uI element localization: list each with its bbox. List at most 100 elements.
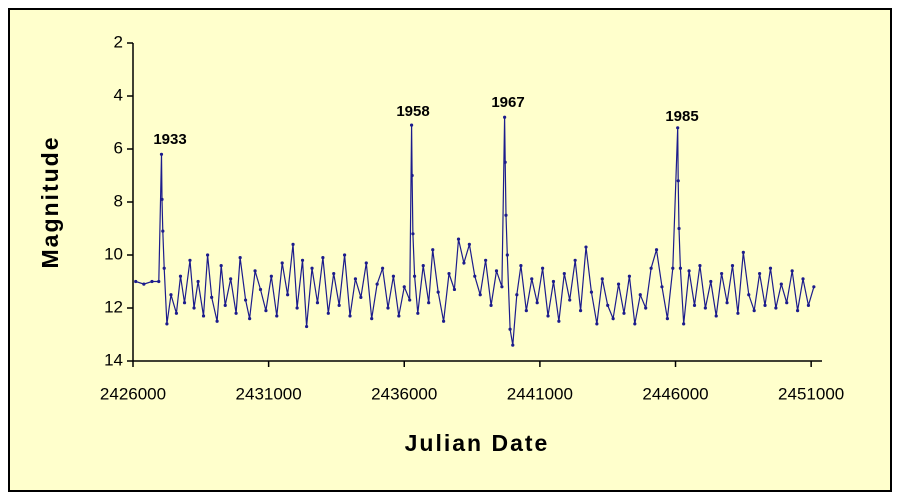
data-point (291, 242, 295, 246)
data-point (258, 287, 263, 292)
data-point (467, 242, 471, 246)
data-point (720, 271, 724, 276)
data-point (165, 322, 169, 326)
data-point (402, 285, 406, 289)
data-point (611, 317, 615, 321)
data-point (427, 301, 431, 305)
y-tick-label: 4 (114, 85, 123, 104)
data-point (519, 264, 523, 268)
data-point (568, 298, 572, 302)
data-point (431, 248, 435, 252)
data-point (649, 266, 653, 270)
data-point (484, 258, 488, 262)
data-point (600, 277, 604, 281)
data-point (589, 290, 594, 294)
data-point (410, 173, 414, 178)
data-point (348, 314, 352, 318)
data-point (305, 324, 309, 329)
data-point (234, 311, 238, 315)
data-point (524, 309, 528, 313)
data-point (159, 152, 164, 156)
data-point (779, 282, 783, 286)
data-point (337, 303, 341, 307)
outburst-label: 1933 (153, 131, 186, 148)
data-point (391, 274, 396, 278)
x-tick-label: 2446000 (642, 384, 708, 403)
data-point (326, 311, 330, 315)
data-point (408, 298, 412, 302)
data-point (286, 293, 290, 297)
data-point (201, 314, 206, 318)
data-point (508, 327, 512, 331)
y-tick-label: 10 (104, 244, 123, 263)
data-point (714, 314, 718, 318)
data-point (473, 274, 477, 278)
data-point (364, 261, 368, 265)
data-point (161, 229, 165, 233)
data-point (321, 256, 325, 260)
data-point (238, 256, 242, 260)
y-tick-label: 8 (114, 191, 123, 210)
x-tick-label: 2431000 (236, 384, 302, 403)
data-point (441, 319, 446, 323)
data-point (421, 264, 425, 268)
data-point (505, 253, 509, 257)
data-point (310, 266, 314, 270)
data-point (758, 271, 762, 276)
data-point (541, 266, 545, 270)
data-point (205, 253, 210, 257)
data-point (397, 314, 401, 318)
data-point (616, 282, 621, 286)
data-point (595, 322, 599, 326)
data-point (665, 317, 669, 321)
data-point (741, 250, 745, 254)
data-point (489, 303, 493, 307)
data-point (806, 303, 811, 307)
data-point (375, 282, 379, 286)
data-point (411, 232, 415, 236)
data-point (248, 317, 252, 321)
data-point (768, 266, 773, 270)
data-point (229, 277, 233, 281)
y-tick-label: 6 (114, 138, 123, 157)
data-point (801, 277, 805, 281)
data-point (370, 317, 374, 321)
data-point (752, 309, 756, 313)
data-point (169, 293, 173, 297)
data-point (709, 279, 713, 284)
data-point (578, 309, 583, 313)
data-point (178, 274, 183, 278)
data-point (264, 309, 268, 313)
data-point (627, 274, 632, 278)
data-point (511, 343, 515, 347)
data-point (223, 303, 227, 307)
data-point (677, 226, 681, 231)
data-point (219, 264, 223, 268)
data-point (671, 266, 675, 270)
data-point (622, 311, 626, 315)
data-point (795, 309, 800, 313)
data-point (676, 126, 680, 130)
data-point (353, 277, 358, 281)
data-point (546, 314, 550, 318)
outburst-label: 1958 (396, 103, 429, 120)
data-point (359, 295, 363, 299)
data-point (157, 279, 161, 284)
data-point (584, 245, 588, 249)
data-point (462, 261, 466, 265)
y-tick-label: 12 (104, 297, 123, 316)
data-point (736, 311, 740, 315)
data-point (725, 301, 729, 305)
data-point (676, 179, 680, 183)
data-point (790, 269, 794, 273)
x-tick-label: 2451000 (778, 384, 844, 403)
data-point (142, 282, 146, 286)
data-point (557, 319, 561, 323)
data-point (150, 279, 154, 284)
data-point (160, 197, 164, 201)
data-point (295, 306, 299, 310)
data-point (535, 301, 539, 305)
data-point (698, 264, 702, 268)
data-point (682, 322, 686, 326)
